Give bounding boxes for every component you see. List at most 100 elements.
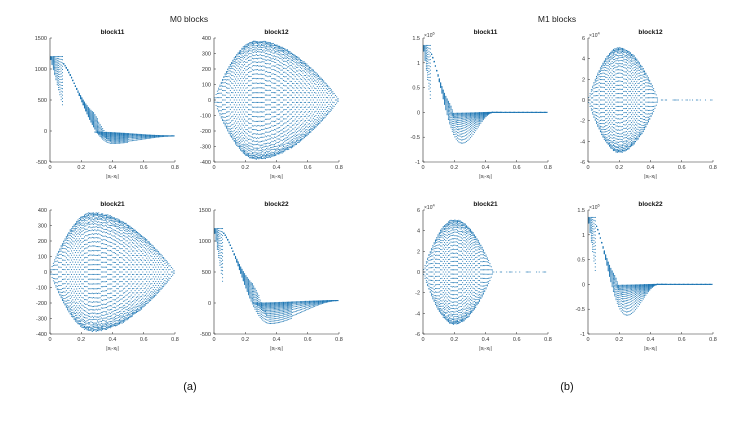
data-point — [303, 65, 305, 67]
data-point — [329, 87, 331, 90]
data-point — [104, 314, 106, 316]
data-point — [72, 311, 74, 314]
data-point — [227, 130, 229, 132]
data-point — [86, 322, 88, 324]
data-point — [93, 112, 95, 114]
data-point — [134, 139, 136, 141]
data-point — [106, 220, 108, 222]
data-point — [297, 87, 299, 89]
data-point — [334, 99, 336, 101]
data-point — [323, 101, 325, 103]
data-point — [222, 118, 224, 120]
data-point — [272, 130, 274, 132]
data-point — [285, 94, 287, 96]
data-point — [282, 146, 285, 148]
data-point — [272, 137, 274, 139]
data-point — [328, 87, 330, 90]
data-point — [288, 135, 290, 137]
data-point — [253, 125, 255, 127]
data-point — [306, 64, 308, 66]
data-point — [306, 99, 308, 101]
data-point — [327, 84, 329, 86]
data-point — [90, 115, 92, 117]
data-point — [294, 144, 296, 146]
data-point — [254, 45, 256, 47]
data-point — [83, 326, 86, 328]
data-point — [268, 59, 270, 61]
data-point — [289, 130, 291, 132]
data-point — [90, 230, 92, 232]
data-point — [266, 67, 268, 69]
data-point — [317, 97, 320, 99]
data-point — [223, 79, 225, 81]
data-point — [337, 100, 339, 103]
data-point — [142, 135, 144, 137]
data-point — [273, 155, 275, 157]
data-point — [102, 256, 104, 259]
data-point — [250, 104, 252, 106]
data-point — [277, 71, 279, 73]
data-point — [305, 126, 307, 128]
data-point — [134, 136, 136, 138]
data-point — [95, 292, 97, 294]
data-point — [80, 299, 82, 301]
data-point — [255, 92, 257, 94]
x-tick-label: 0 — [212, 165, 215, 171]
data-point — [280, 148, 282, 150]
data-point — [234, 124, 237, 126]
data-point — [54, 283, 56, 285]
data-point — [102, 227, 104, 229]
data-point — [292, 56, 294, 58]
data-point — [305, 63, 307, 65]
data-point — [87, 223, 89, 225]
data-point — [52, 56, 54, 59]
data-point — [238, 143, 240, 145]
data-point — [260, 140, 263, 142]
data-point — [263, 97, 265, 99]
data-point — [290, 122, 292, 124]
data-point — [244, 45, 246, 47]
data-point — [279, 131, 281, 133]
data-point — [247, 130, 250, 132]
data-point — [133, 135, 135, 137]
data-point — [281, 106, 283, 108]
data-point — [89, 226, 91, 228]
data-point — [275, 148, 277, 150]
data-point — [290, 99, 292, 101]
data-point — [59, 248, 61, 250]
data-point — [69, 241, 71, 243]
data-point — [236, 99, 238, 101]
data-point — [324, 83, 326, 85]
data-point — [241, 148, 243, 150]
data-point — [93, 213, 95, 215]
data-point — [293, 92, 295, 94]
data-point — [87, 107, 89, 109]
data-point — [264, 47, 266, 49]
data-point — [52, 273, 54, 275]
data-point — [251, 156, 253, 158]
data-point — [286, 82, 288, 84]
data-point — [89, 223, 91, 225]
data-point — [277, 99, 279, 101]
data-point — [63, 251, 65, 253]
data-point — [299, 96, 301, 99]
data-point — [143, 136, 145, 138]
data-point — [89, 221, 91, 223]
data-point — [314, 101, 316, 104]
data-point — [262, 61, 264, 63]
data-point — [292, 54, 294, 56]
data-point — [295, 58, 298, 61]
data-point — [294, 76, 296, 78]
data-point — [282, 142, 285, 144]
data-point — [260, 149, 263, 151]
data-point — [247, 71, 250, 73]
data-point — [260, 106, 263, 108]
data-point — [78, 221, 80, 223]
data-point — [108, 136, 110, 138]
data-point — [319, 108, 321, 111]
data-point — [72, 299, 74, 301]
data-point — [83, 314, 86, 316]
data-point — [263, 65, 265, 67]
data-point — [245, 92, 247, 94]
